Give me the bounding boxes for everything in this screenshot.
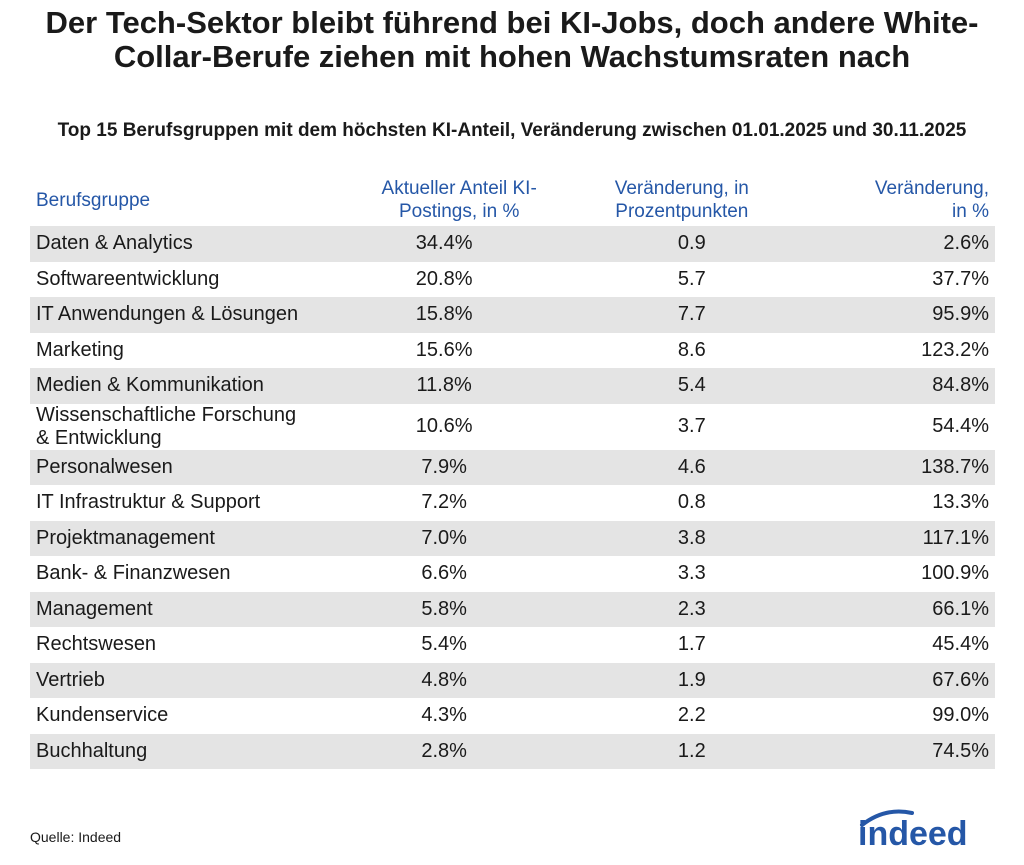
table-row: Buchhaltung 2.8% 1.2 74.5% [30, 733, 995, 769]
source: Quelle: Indeed [30, 829, 122, 845]
table-cell: 4.8% [309, 662, 555, 698]
table-cell: 2.2 [677, 704, 706, 727]
table-row: IT Anwendungen & Lösungen 15.8% 7.7 95.9% [30, 297, 995, 333]
table-cell: 45.4% [932, 633, 989, 656]
table-cell: Buchhaltung [30, 733, 310, 769]
table-cell: 13.3% [932, 491, 989, 514]
table-cell: 123.2% [921, 338, 989, 361]
table-row: Daten & Analytics 34.4% 0.9 2.6% [30, 226, 995, 262]
table-cell: 37.7% [932, 267, 989, 290]
table-cell: 3.7 [677, 415, 706, 437]
table-cell: Softwareentwicklung [36, 267, 220, 290]
table-cell: 20.8% [415, 267, 473, 290]
table-row: Personalwesen 7.9% 4.6 138.7% [30, 449, 995, 485]
table-cell: Marketing [36, 338, 124, 361]
table-cell: 15.8% [309, 297, 555, 333]
table-cell: 7.9% [309, 449, 555, 485]
subtitle: Top 15 Berufsgruppen mit dem höchsten KI… [57, 120, 967, 141]
table-cell: Wissenschaftliche Forschung & Entwicklun… [36, 403, 297, 449]
table-cell: 0.8 [677, 491, 706, 514]
title: Der Tech-Sektor bleibt führend bei KI-Jo… [45, 5, 979, 74]
table-cell: 7.0% [309, 520, 555, 556]
table-cell: 5.7 [677, 267, 706, 290]
table-row: IT Infrastruktur & Support 7.2% 0.8 13.3% [30, 485, 995, 521]
table-cell: 100.9% [921, 562, 989, 585]
table-cell: 67.6% [794, 662, 995, 698]
table-cell: 2.3 [554, 591, 795, 627]
table-cell: 3.3 [677, 562, 706, 585]
header-row: Berufsgruppe Aktueller Anteil KI-Postings… [30, 174, 995, 226]
table-cell: 5.4 [554, 368, 795, 404]
table-cell: Rechtswesen [36, 633, 157, 656]
logo-text: indeed [858, 815, 968, 853]
table-cell: 7.7 [554, 297, 795, 333]
table-cell: 11.8% [309, 368, 555, 404]
table-row: Marketing 15.6% 8.6 123.2% [30, 333, 995, 369]
table-cell: 1.2 [554, 733, 795, 769]
table-cell: 66.1% [794, 591, 995, 627]
table-cell: IT Infrastruktur & Support [36, 491, 261, 514]
table-row: Wissenschaftliche Forschung & Entwicklun… [30, 404, 995, 450]
table-cell: Kundenservice [36, 704, 169, 727]
table-row: Management 5.8% 2.3 66.1% [30, 591, 995, 627]
table-cell: 5.4% [421, 633, 467, 656]
table-cell: 8.6 [677, 338, 706, 361]
table-cell: 4.3% [421, 704, 467, 727]
table-cell: Daten & Analytics [30, 226, 310, 262]
table-cell: Personalwesen [30, 449, 310, 485]
table-row: Rechtswesen 5.4% 1.7 45.4% [30, 627, 995, 663]
table-cell: 2.8% [309, 733, 555, 769]
table-cell: 2.6% [794, 226, 995, 262]
table-cell: 95.9% [794, 297, 995, 333]
table-cell: 117.1% [794, 520, 995, 556]
table-cell: Projektmanagement [30, 520, 310, 556]
table-cell: 138.7% [794, 449, 995, 485]
table-cell: Bank- & Finanzwesen [36, 562, 231, 585]
table-cell: 6.6% [421, 562, 467, 585]
table-row: Bank- & Finanzwesen 6.6% 3.3 100.9% [30, 556, 995, 592]
table-cell: IT Anwendungen & Lösungen [30, 297, 310, 333]
table-cell: 7.2% [421, 491, 467, 514]
table-cell: 3.8 [554, 520, 795, 556]
table-cell: 34.4% [309, 226, 555, 262]
table-row: Softwareentwicklung 20.8% 5.7 37.7% [30, 262, 995, 298]
column-header: Veränderung, in Prozentpunkten [614, 178, 749, 222]
column-header: Veränderung, in % [874, 178, 989, 222]
column-header: Aktueller Anteil KI-Postings, in % [381, 178, 537, 222]
column-header: Berufsgruppe [36, 189, 151, 211]
table-row: Medien & Kommunikation 11.8% 5.4 84.8% [30, 368, 995, 404]
table-cell: 1.9 [554, 662, 795, 698]
table-cell: 84.8% [794, 368, 995, 404]
table-row: Projektmanagement 7.0% 3.8 117.1% [30, 520, 995, 556]
table-cell: 15.6% [415, 338, 473, 361]
table-cell: 0.9 [554, 226, 795, 262]
table-cell: 54.4% [932, 415, 989, 437]
logo: indeed [858, 809, 968, 853]
table-cell: 74.5% [794, 733, 995, 769]
table-cell: 5.8% [309, 591, 555, 627]
table-cell: Management [30, 591, 310, 627]
table-cell: Vertrieb [30, 662, 310, 698]
logo-arc [860, 809, 914, 827]
table-cell: 99.0% [932, 704, 989, 727]
table-row: Vertrieb 4.8% 1.9 67.6% [30, 662, 995, 698]
table: Berufsgruppe Aktueller Anteil KI-Postings… [30, 174, 995, 769]
table-cell: Medien & Kommunikation [30, 368, 310, 404]
table-cell: 4.6 [554, 449, 795, 485]
table-cell: 10.6% [415, 415, 473, 437]
table-cell: 1.7 [677, 633, 706, 656]
table-row: Kundenservice 4.3% 2.2 99.0% [30, 698, 995, 734]
